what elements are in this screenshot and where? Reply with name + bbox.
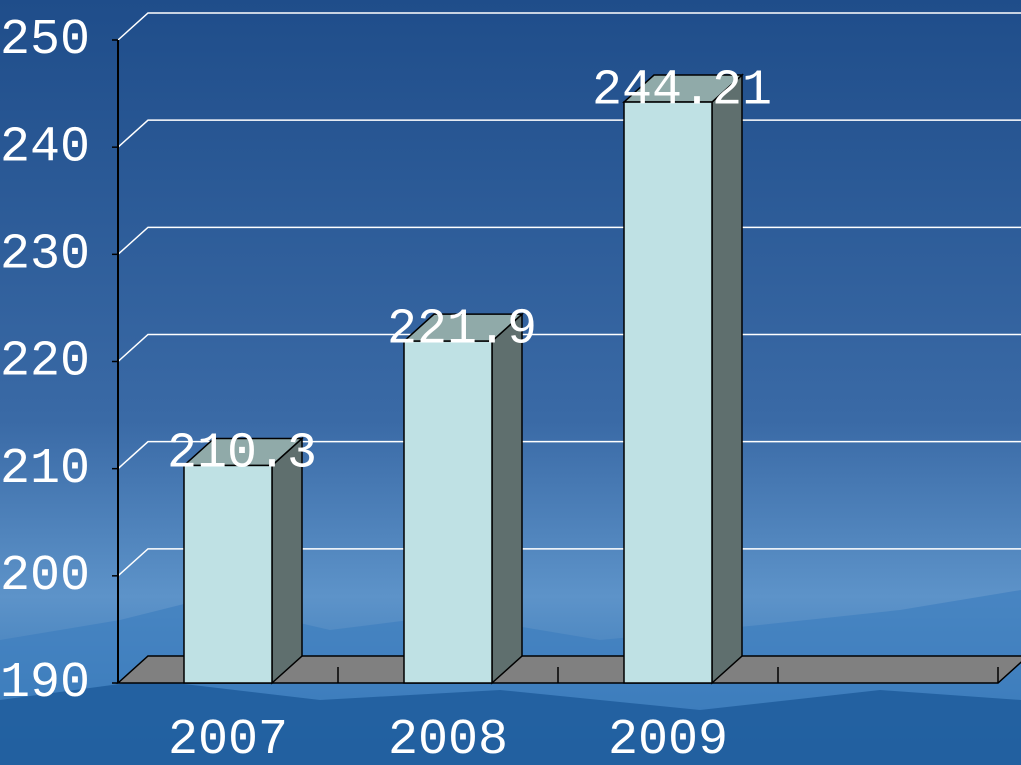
y-tick-label: 210: [0, 441, 90, 498]
plot: 190 200 210 220 230 240 250 2007 210.3 2008 221.9 2…: [0, 12, 1021, 765]
x-tick-label: 2007: [168, 712, 288, 765]
x-tick-label: 2009: [608, 712, 728, 765]
data-label: 221.9: [387, 301, 537, 358]
bar-side: [491, 312, 523, 685]
y-tick-label: 230: [0, 227, 90, 284]
x-tick-label: 2008: [388, 712, 508, 765]
bar: [403, 340, 493, 684]
y-tick-label: 220: [0, 334, 90, 391]
y-tick-label: 240: [0, 119, 90, 176]
grid-line: [117, 12, 1021, 41]
mountains-front: [0, 680, 1021, 765]
data-label: 210.3: [167, 426, 317, 483]
bar: [183, 464, 273, 684]
y-tick-label: 190: [0, 655, 90, 712]
y-tick-label: 250: [0, 12, 90, 69]
data-label: 244.21: [592, 62, 772, 119]
bar-side: [711, 73, 743, 685]
y-tick-label: 200: [0, 548, 90, 605]
bar: [623, 101, 713, 684]
